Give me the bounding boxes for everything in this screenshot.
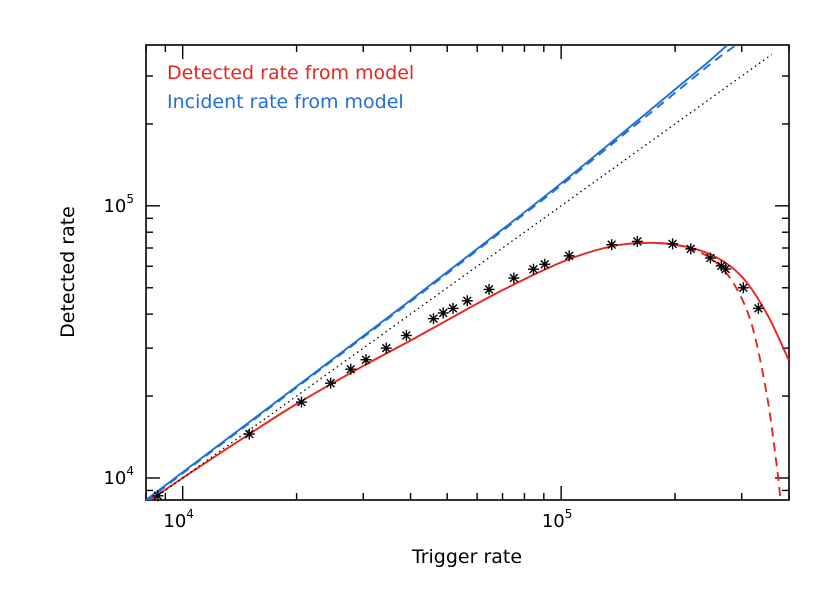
data-point xyxy=(704,252,716,264)
x-tick-label: 105 xyxy=(542,507,573,532)
plot-frame xyxy=(145,44,790,501)
data-point-stroke xyxy=(429,314,438,324)
data-point-stroke xyxy=(607,240,617,250)
data-point xyxy=(447,302,459,314)
data-point-stroke xyxy=(381,343,391,353)
data-point xyxy=(152,490,164,502)
data-markers xyxy=(152,235,764,502)
data-point xyxy=(360,354,372,366)
data-point xyxy=(428,313,440,325)
data-point xyxy=(685,243,697,255)
data-point-stroke xyxy=(484,285,494,294)
data-point-stroke xyxy=(297,397,306,407)
y-tick-label: 105 xyxy=(103,192,134,217)
data-point xyxy=(752,302,764,314)
data-point-stroke xyxy=(438,308,448,318)
series-line-2 xyxy=(146,45,729,500)
data-point-stroke xyxy=(738,283,748,293)
data-point xyxy=(437,307,449,319)
data-point-stroke xyxy=(706,253,715,263)
data-point-stroke xyxy=(346,364,356,374)
x-tick-label: 104 xyxy=(163,507,194,532)
data-point xyxy=(325,377,337,389)
data-point-stroke xyxy=(153,491,163,501)
legend-detected-label: Detected rate from model xyxy=(167,62,414,84)
data-point xyxy=(400,329,412,341)
data-point-stroke xyxy=(564,251,574,261)
data-point-stroke xyxy=(244,429,254,439)
data-point xyxy=(737,282,749,294)
data-point-stroke xyxy=(632,237,642,246)
data-point xyxy=(508,272,520,284)
y-tick-label: 104 xyxy=(103,464,134,489)
data-point-stroke xyxy=(462,296,472,306)
data-point xyxy=(667,238,679,250)
tick-labels: 104 105 104 105 xyxy=(103,192,572,532)
data-point xyxy=(483,283,495,295)
data-point-stroke xyxy=(753,303,763,313)
series-line-1 xyxy=(657,242,782,500)
series-line-0 xyxy=(148,241,789,500)
series-line-4 xyxy=(150,53,773,500)
data-point-stroke xyxy=(529,264,538,274)
legend: Detected rate from model Incident rate f… xyxy=(167,62,414,113)
data-point-stroke xyxy=(361,355,371,365)
data-point xyxy=(345,363,357,375)
data-point xyxy=(461,295,473,307)
data-point xyxy=(539,258,551,270)
data-point-stroke xyxy=(540,259,550,269)
data-point-stroke xyxy=(686,244,696,254)
data-point-stroke xyxy=(716,261,726,271)
data-point xyxy=(243,428,255,440)
y-axis-label: Detected rate xyxy=(57,206,79,338)
series-lines xyxy=(146,45,789,500)
x-axis-label: Trigger rate xyxy=(411,546,522,568)
data-point xyxy=(380,342,392,354)
plot-border xyxy=(145,44,790,501)
data-point xyxy=(631,235,643,247)
data-point xyxy=(527,263,539,275)
data-point-stroke xyxy=(668,239,677,249)
data-point-stroke xyxy=(509,273,519,283)
data-point xyxy=(606,239,618,251)
data-point-stroke xyxy=(721,264,730,274)
data-point xyxy=(295,396,307,408)
data-point xyxy=(563,250,575,262)
data-point-stroke xyxy=(326,378,336,388)
data-point xyxy=(720,263,732,275)
legend-incident-label: Incident rate from model xyxy=(167,91,404,113)
data-point-stroke xyxy=(448,303,458,313)
series-line-3 xyxy=(146,45,737,500)
data-point-stroke xyxy=(401,331,411,340)
